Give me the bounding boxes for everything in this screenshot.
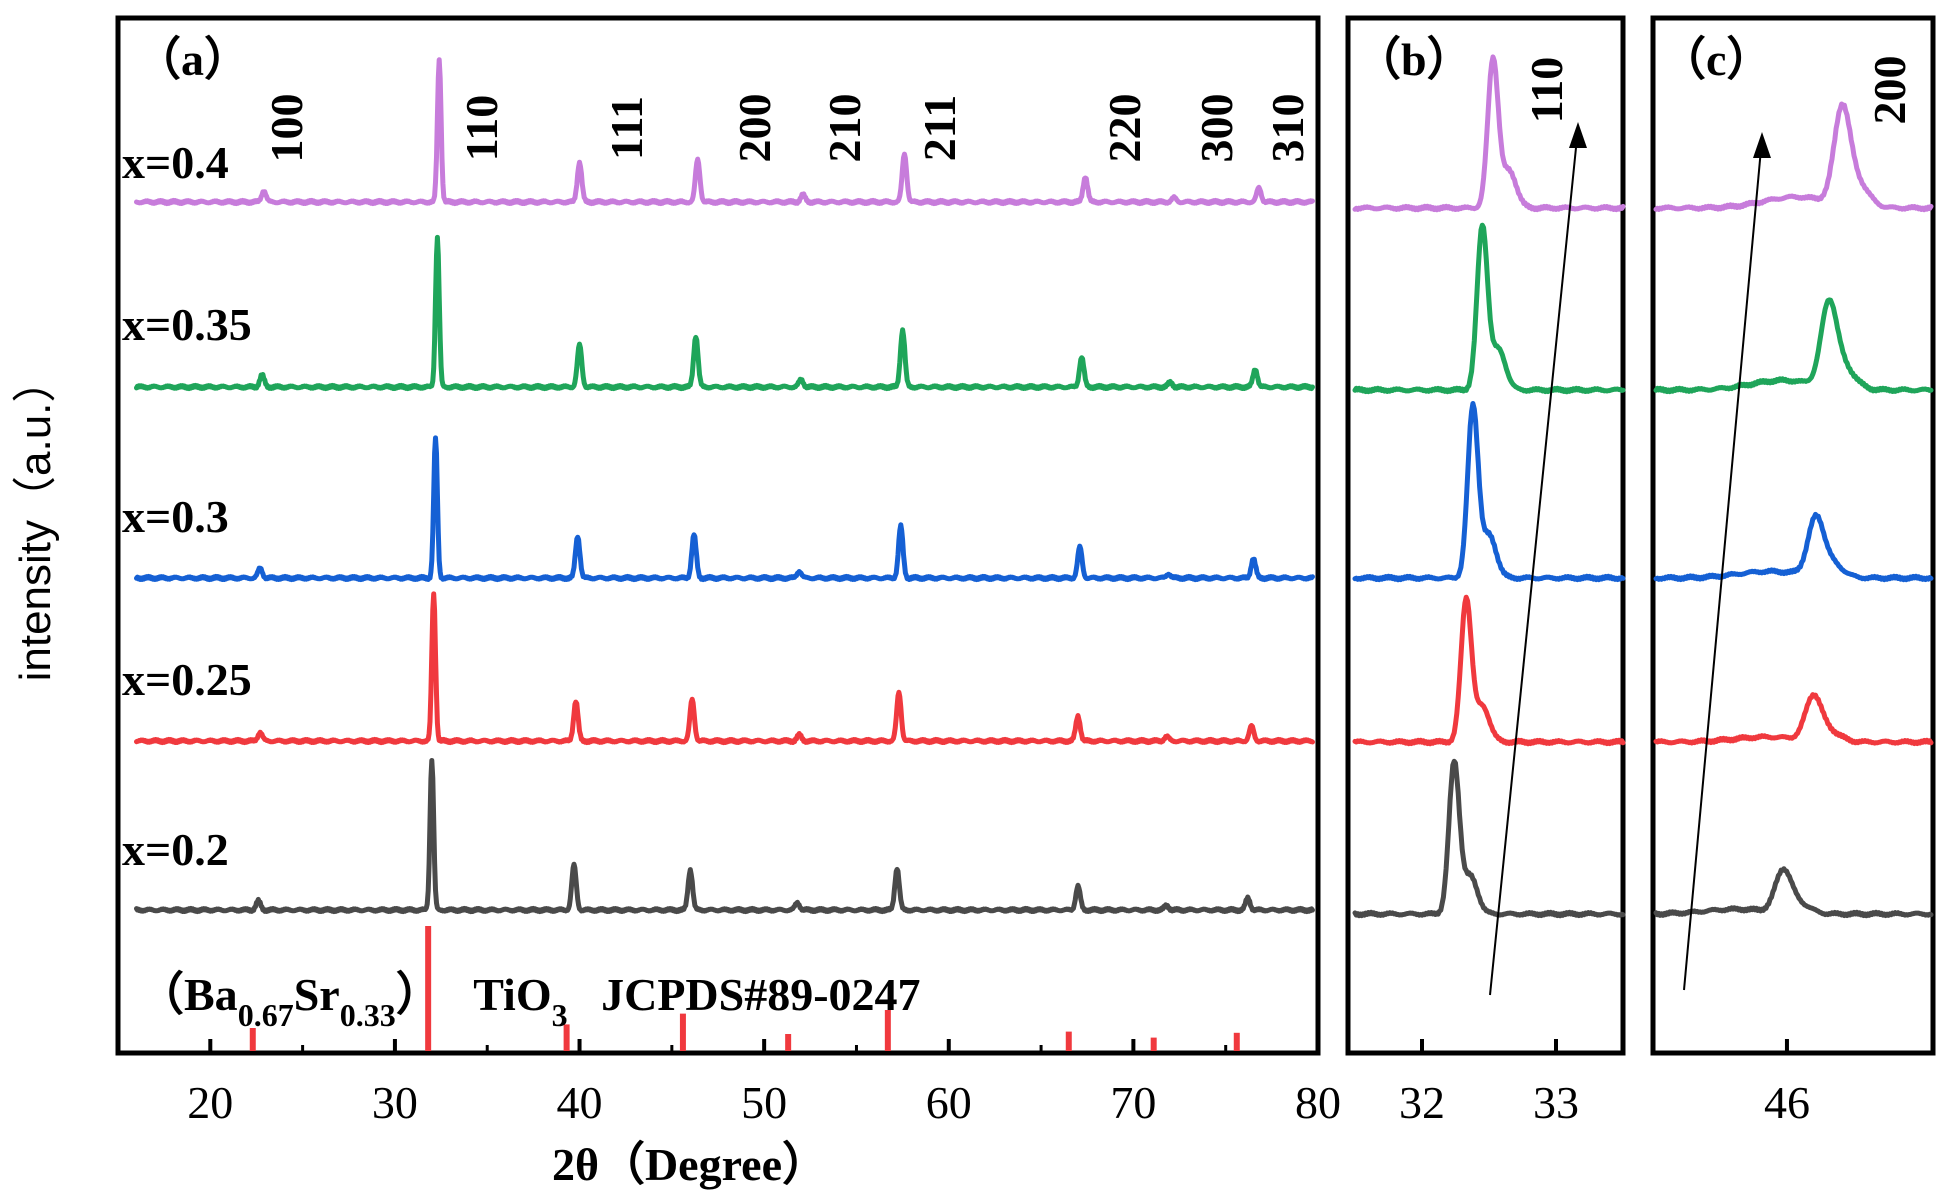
hkl-label-111: 111 bbox=[601, 96, 652, 160]
series-line-x=0.3 bbox=[134, 435, 1315, 583]
hkl-label-200: 200 bbox=[729, 94, 780, 163]
shift-arrow-head bbox=[1569, 122, 1587, 148]
x-tick-label-70: 70 bbox=[1110, 1077, 1156, 1128]
hkl-label-220: 220 bbox=[1099, 94, 1150, 163]
series-label-x=0.35: x=0.35 bbox=[122, 299, 252, 350]
zoom-curve-(b)-x=0.4 bbox=[1352, 54, 1626, 213]
hkl-label-110: 110 bbox=[456, 95, 507, 161]
panel-b-frame bbox=[1345, 15, 1626, 1056]
zoom-curve-(c)-x=0.4 bbox=[1653, 101, 1934, 213]
series-line-x=0.25 bbox=[134, 591, 1315, 746]
series-label-x=0.4: x=0.4 bbox=[122, 137, 229, 188]
series-label-x=0.25: x=0.25 bbox=[122, 654, 252, 705]
zoom-curve-(b)-x=0.2 bbox=[1352, 758, 1626, 919]
zoom-curve-(b)-x=0.25 bbox=[1352, 594, 1626, 747]
panel-a-label: （a） bbox=[135, 34, 250, 85]
zoom-curve-(c)-x=0.3 bbox=[1653, 511, 1934, 583]
zoom-curve-(c)-x=0.35 bbox=[1653, 297, 1934, 395]
series-line-x=0.2 bbox=[134, 758, 1315, 915]
zoom-x-tick-label-33: 33 bbox=[1533, 1077, 1579, 1128]
zoom-hkl-label-110: 110 bbox=[1521, 57, 1572, 123]
zoom-x-tick-label-32: 32 bbox=[1399, 1077, 1445, 1128]
x-tick-label-30: 30 bbox=[372, 1077, 418, 1128]
x-tick-label-80: 80 bbox=[1295, 1077, 1341, 1128]
hkl-label-310: 310 bbox=[1262, 94, 1313, 163]
series-label-x=0.2: x=0.2 bbox=[122, 824, 229, 875]
zoom-x-tick-label-46: 46 bbox=[1764, 1077, 1810, 1128]
zoom-curve-(b)-x=0.3 bbox=[1352, 401, 1626, 583]
x-tick-label-60: 60 bbox=[926, 1077, 972, 1128]
series-line-x=0.4 bbox=[134, 57, 1315, 207]
series-label-x=0.3: x=0.3 bbox=[122, 491, 229, 542]
panel-c-frame bbox=[1650, 15, 1936, 1056]
hkl-label-300: 300 bbox=[1191, 94, 1242, 163]
panel-c-label: （c） bbox=[1660, 34, 1772, 85]
panel-a-frame bbox=[115, 15, 1321, 1056]
hkl-label-210: 210 bbox=[819, 94, 870, 163]
panel-b-label: （b） bbox=[1355, 34, 1473, 85]
zoom-curve-(b)-x=0.35 bbox=[1352, 222, 1626, 395]
x-axis-label: 2θ（Degree） bbox=[552, 1139, 828, 1190]
zoom-curve-(c)-x=0.25 bbox=[1653, 692, 1934, 747]
shift-arrow-head bbox=[1753, 132, 1771, 158]
y-axis-label: intensity（a.u.） bbox=[11, 359, 60, 682]
hkl-label-100: 100 bbox=[261, 94, 312, 163]
shift-arrow-line bbox=[1683, 137, 1763, 991]
zoom-curve-(c)-x=0.2 bbox=[1653, 866, 1934, 919]
series-line-x=0.35 bbox=[134, 234, 1315, 392]
hkl-label-211: 211 bbox=[914, 95, 965, 161]
reference-label: （Ba0.67Sr0.33） TiO3 JCPDS#89-0247 bbox=[138, 969, 921, 1033]
x-tick-label-50: 50 bbox=[741, 1077, 787, 1128]
x-tick-label-40: 40 bbox=[557, 1077, 603, 1128]
shift-arrow-line bbox=[1489, 127, 1579, 996]
zoom-hkl-label-200: 200 bbox=[1864, 56, 1915, 125]
x-tick-label-20: 20 bbox=[187, 1077, 233, 1128]
